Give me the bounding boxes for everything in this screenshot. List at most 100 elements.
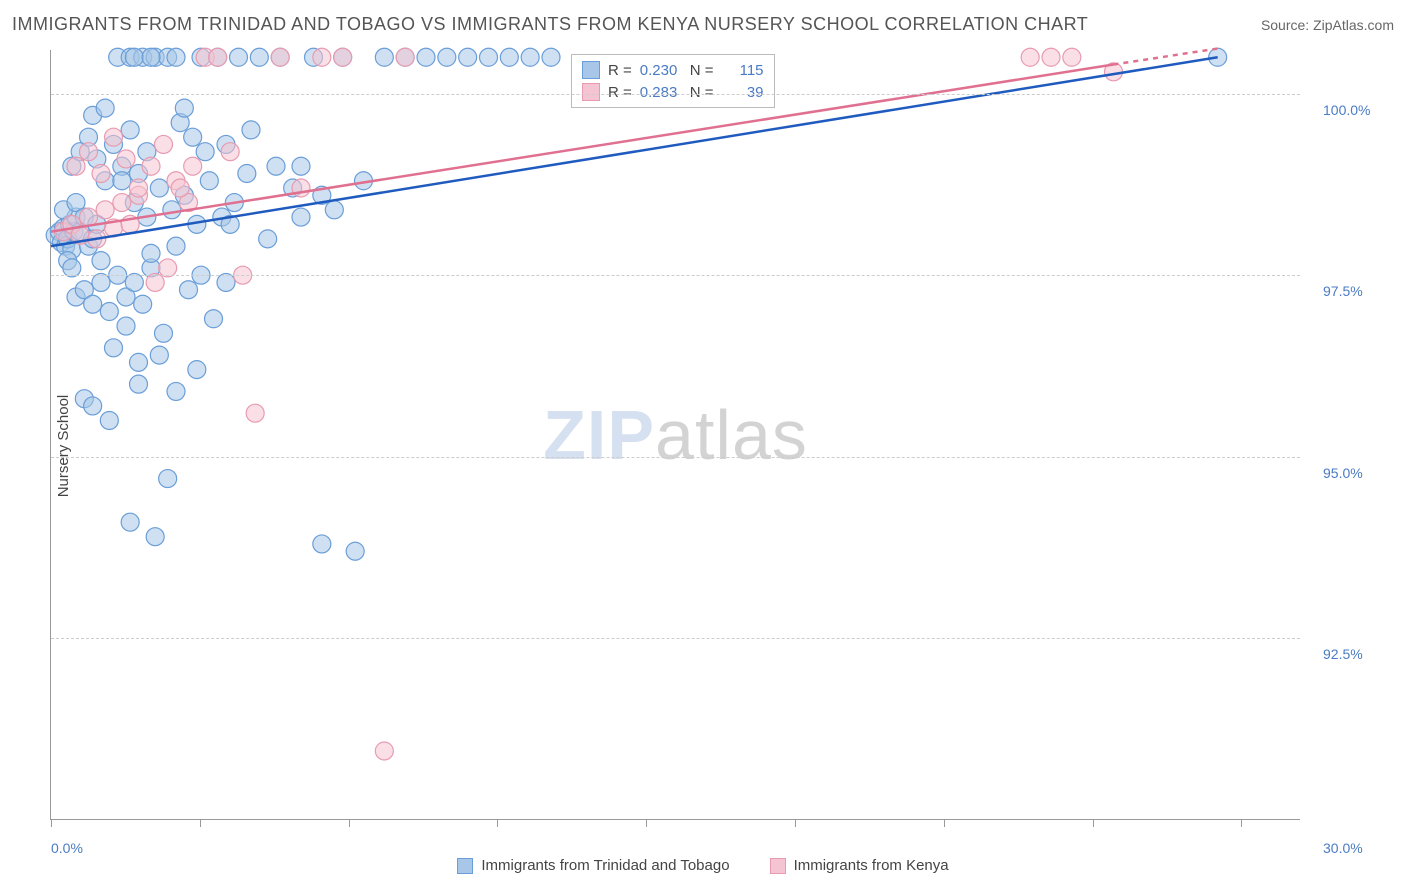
data-point bbox=[521, 48, 539, 66]
data-point bbox=[271, 48, 289, 66]
data-point bbox=[438, 48, 456, 66]
data-point bbox=[292, 208, 310, 226]
chart-title: IMMIGRANTS FROM TRINIDAD AND TOBAGO VS I… bbox=[12, 14, 1088, 35]
data-point bbox=[142, 48, 160, 66]
data-point bbox=[84, 397, 102, 415]
y-axis-label: Nursery School bbox=[55, 395, 72, 498]
y-tick-label: 97.5% bbox=[1323, 283, 1363, 299]
data-point bbox=[80, 143, 98, 161]
data-point bbox=[146, 528, 164, 546]
stat-n-value: 115 bbox=[722, 62, 764, 79]
data-point bbox=[84, 295, 102, 313]
data-point bbox=[292, 157, 310, 175]
data-point bbox=[150, 346, 168, 364]
data-point bbox=[250, 48, 268, 66]
data-point bbox=[459, 48, 477, 66]
legend-swatch-icon bbox=[457, 858, 473, 874]
data-point bbox=[130, 353, 148, 371]
data-point bbox=[100, 303, 118, 321]
legend-swatch-icon bbox=[770, 858, 786, 874]
data-point bbox=[167, 237, 185, 255]
data-point bbox=[242, 121, 260, 139]
trend-line-dash bbox=[1114, 49, 1218, 65]
data-point bbox=[117, 150, 135, 168]
data-point bbox=[334, 48, 352, 66]
data-point bbox=[113, 172, 131, 190]
y-tick-label: 92.5% bbox=[1323, 646, 1363, 662]
data-point bbox=[125, 48, 143, 66]
data-point bbox=[155, 324, 173, 342]
data-point bbox=[188, 361, 206, 379]
data-point bbox=[92, 252, 110, 270]
data-point bbox=[159, 470, 177, 488]
x-tick bbox=[349, 819, 350, 827]
data-point bbox=[167, 48, 185, 66]
legend-item: Immigrants from Kenya bbox=[770, 857, 949, 874]
data-point bbox=[1021, 48, 1039, 66]
stat-n-label: N = bbox=[690, 84, 714, 101]
data-point bbox=[480, 48, 498, 66]
data-point bbox=[105, 339, 123, 357]
correlation-legend: R =0.230N =115R =0.283N =39 bbox=[571, 54, 775, 108]
data-point bbox=[375, 742, 393, 760]
gridline bbox=[51, 94, 1300, 95]
x-tick bbox=[51, 819, 52, 827]
stat-r-value: 0.283 bbox=[640, 84, 682, 101]
x-tick bbox=[1241, 819, 1242, 827]
gridline bbox=[51, 457, 1300, 458]
data-point bbox=[121, 513, 139, 531]
x-min-label: 0.0% bbox=[51, 840, 83, 856]
data-point bbox=[396, 48, 414, 66]
data-point bbox=[209, 48, 227, 66]
x-tick bbox=[200, 819, 201, 827]
data-point bbox=[238, 164, 256, 182]
gridline bbox=[51, 638, 1300, 639]
plot-area: ZIPatlas R =0.230N =115R =0.283N =39 92.… bbox=[50, 50, 1300, 820]
data-point bbox=[325, 201, 343, 219]
data-point bbox=[542, 48, 560, 66]
stat-n-value: 39 bbox=[722, 84, 764, 101]
data-point bbox=[100, 411, 118, 429]
x-tick bbox=[497, 819, 498, 827]
data-point bbox=[259, 230, 277, 248]
y-tick-label: 95.0% bbox=[1323, 465, 1363, 481]
source-label: Source: ZipAtlas.com bbox=[1261, 17, 1394, 33]
data-point bbox=[96, 99, 114, 117]
data-point bbox=[346, 542, 364, 560]
data-point bbox=[167, 382, 185, 400]
x-tick bbox=[646, 819, 647, 827]
x-tick bbox=[944, 819, 945, 827]
data-point bbox=[134, 295, 152, 313]
data-point bbox=[184, 128, 202, 146]
data-point bbox=[200, 172, 218, 190]
legend-swatch-icon bbox=[582, 61, 600, 79]
chart-svg bbox=[51, 50, 1300, 819]
legend-label: Immigrants from Trinidad and Tobago bbox=[481, 857, 729, 874]
data-point bbox=[155, 135, 173, 153]
data-point bbox=[171, 179, 189, 197]
x-tick bbox=[1093, 819, 1094, 827]
data-point bbox=[130, 179, 148, 197]
stat-n-label: N = bbox=[690, 62, 714, 79]
data-point bbox=[313, 535, 331, 553]
data-point bbox=[230, 48, 248, 66]
data-point bbox=[163, 201, 181, 219]
data-point bbox=[67, 157, 85, 175]
data-point bbox=[121, 121, 139, 139]
data-point bbox=[80, 208, 98, 226]
data-point bbox=[150, 179, 168, 197]
data-point bbox=[1042, 48, 1060, 66]
data-point bbox=[313, 48, 331, 66]
stats-row: R =0.283N =39 bbox=[582, 81, 764, 103]
data-point bbox=[142, 157, 160, 175]
data-point bbox=[246, 404, 264, 422]
legend-label: Immigrants from Kenya bbox=[794, 857, 949, 874]
legend-item: Immigrants from Trinidad and Tobago bbox=[457, 857, 729, 874]
data-point bbox=[117, 317, 135, 335]
stat-r-label: R = bbox=[608, 62, 632, 79]
data-point bbox=[267, 157, 285, 175]
series-legend: Immigrants from Trinidad and Tobago Immig… bbox=[0, 857, 1406, 874]
data-point bbox=[105, 128, 123, 146]
data-point bbox=[96, 201, 114, 219]
data-point bbox=[180, 281, 198, 299]
